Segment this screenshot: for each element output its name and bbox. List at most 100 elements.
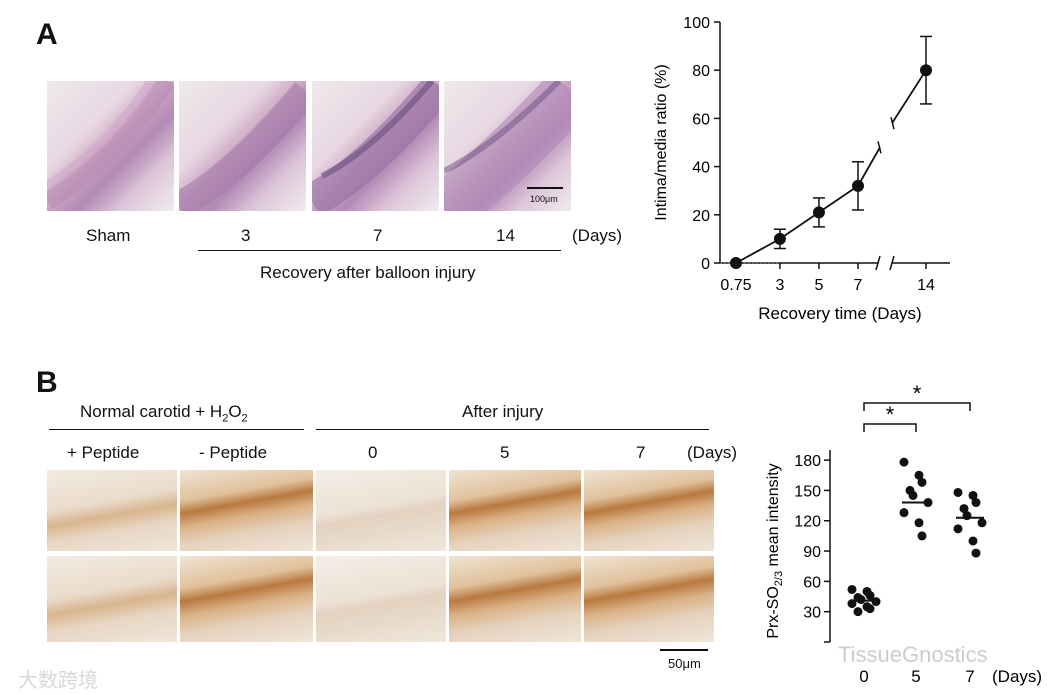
y-tick-label: 60 (692, 111, 710, 128)
data-point (971, 498, 981, 508)
x-tick-label: 7 (854, 277, 863, 294)
x-tick-label: 3 (775, 277, 784, 294)
recovery-underline (198, 250, 561, 251)
data-point (908, 490, 918, 500)
y-axis-label: Prx-SO2/3 mean intensity (765, 463, 785, 638)
data-point (968, 536, 978, 546)
y-tick-label: 30 (803, 605, 821, 622)
y-tick-label: 180 (794, 453, 821, 470)
ihc-day0-2 (316, 556, 446, 642)
label-minus-peptide: - Peptide (199, 443, 268, 462)
label-days: (Days) (572, 226, 623, 245)
x-tick-label: 0.75 (720, 277, 751, 294)
significance-bracket (863, 423, 917, 432)
tissue-texture (444, 81, 571, 211)
data-point (971, 548, 981, 558)
scale-bar-b-line (660, 649, 708, 651)
data-point (812, 206, 825, 219)
data-point (959, 504, 969, 514)
x-tick-label: 14 (917, 277, 935, 294)
scale-bar-line (527, 187, 563, 189)
x-tick-label: 0 (859, 667, 868, 686)
data-point (914, 518, 924, 528)
data-point (852, 179, 864, 192)
x-days-label: (Days) (992, 667, 1042, 686)
data-point (968, 490, 978, 500)
label-day0: 0 (368, 443, 378, 462)
ihc-minus-peptide-1 (180, 470, 313, 551)
label-days-b: (Days) (687, 443, 738, 462)
panel-a-letter: A (36, 18, 58, 51)
y-axis-label: Intima/media ratio (%) (653, 64, 670, 221)
label-day7b: 7 (636, 443, 646, 462)
label-recovery: Recovery after balloon injury (260, 263, 476, 282)
data-point (920, 64, 932, 77)
data-point (962, 511, 972, 521)
micrograph-day3 (179, 81, 306, 211)
data-point (847, 584, 857, 594)
data-point (953, 487, 963, 497)
scale-bar-label: 100μm (530, 194, 558, 204)
axis-break-mark (875, 255, 881, 271)
x-tick-label: 7 (965, 667, 974, 686)
y-tick-label: 150 (794, 483, 821, 500)
axis-break-mark (889, 255, 895, 271)
chart-prx-so: 30 60 90 120 150 180 0 5 7 (Days) * * Prx-SO2/3 mean… (765, 381, 1042, 686)
y-tick-label: 60 (803, 574, 821, 591)
significance-star: * (913, 381, 922, 406)
data-point (953, 524, 963, 534)
data-point (730, 257, 742, 269)
ihc-day7-1 (584, 470, 714, 551)
data-point (899, 457, 909, 467)
label-after-injury: After injury (462, 402, 544, 421)
data-point (917, 477, 927, 487)
watermark-left: 大数跨境 (18, 670, 98, 692)
ihc-day5-1 (449, 470, 581, 551)
data-point (871, 597, 881, 607)
micrograph-day14: 100μm (444, 81, 571, 211)
panel-b-letter: B (36, 366, 58, 399)
tissue-texture (312, 81, 439, 211)
data-point (865, 604, 875, 614)
data-point (856, 595, 866, 605)
micrograph-day7 (312, 81, 439, 211)
y-tick-label: 100 (683, 15, 710, 32)
label-day7: 7 (373, 226, 383, 245)
ihc-plus-peptide-2 (47, 556, 177, 642)
ihc-day7-2 (584, 556, 714, 642)
label-normal-carotid: Normal carotid + H2O2 (80, 402, 248, 425)
data-point (773, 232, 786, 245)
label-day14: 14 (496, 226, 515, 245)
ihc-day0-1 (316, 470, 446, 551)
after-injury-underline (316, 429, 709, 430)
tissue-texture (47, 81, 174, 209)
series-line-after-break (891, 69, 927, 124)
y-tick-label: 90 (803, 544, 821, 561)
y-tick-label: 20 (692, 208, 710, 225)
line-break-mark (877, 141, 882, 154)
y-tick-label: 80 (692, 63, 710, 80)
significance-star: * (886, 402, 895, 427)
chart-intima-media: 0 20 40 60 80 100 0.75 3 5 7 14 Intima/media ratio … (653, 15, 950, 323)
data-point (977, 518, 987, 528)
significance-bracket (863, 402, 971, 411)
ihc-minus-peptide-2 (180, 556, 313, 642)
data-point (853, 607, 863, 617)
y-tick-label: 120 (794, 514, 821, 531)
micrograph-sham (47, 81, 174, 211)
x-axis-label: Recovery time (Days) (758, 304, 921, 323)
label-sham: Sham (86, 226, 131, 245)
ihc-plus-peptide-1 (47, 470, 177, 551)
label-plus-peptide: + Peptide (67, 443, 140, 462)
y-tick-label: 40 (692, 160, 710, 177)
normal-carotid-underline (49, 429, 304, 430)
data-point (865, 591, 875, 601)
x-tick-label: 5 (911, 667, 920, 686)
scale-bar-b-label: 50μm (668, 656, 701, 671)
watermark-right: TissueGnostics (838, 642, 988, 667)
label-day3: 3 (241, 226, 251, 245)
data-point (917, 531, 927, 541)
line-break-mark (890, 117, 895, 130)
y-tick-label: 0 (701, 256, 710, 273)
label-day5: 5 (500, 443, 510, 462)
